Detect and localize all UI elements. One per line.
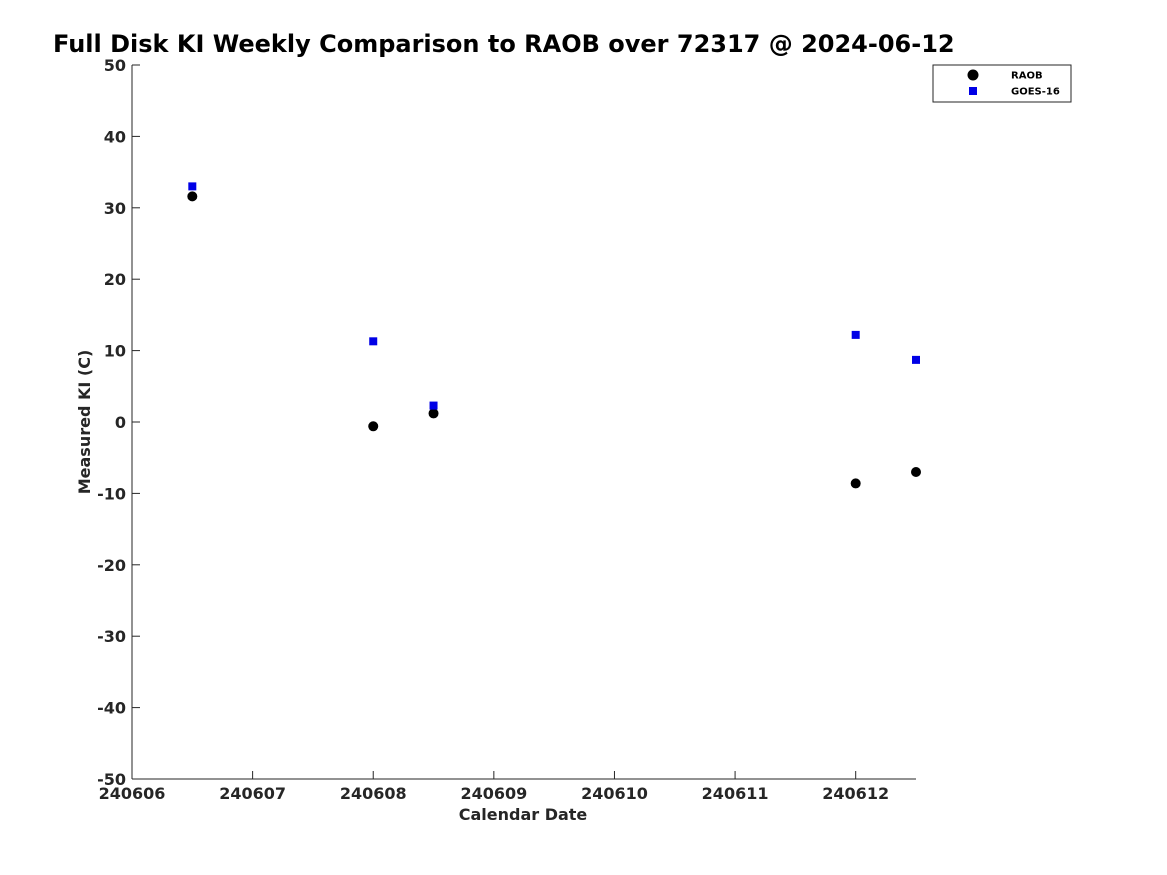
raob-point bbox=[368, 421, 379, 432]
goes-16-point bbox=[429, 401, 438, 410]
goes-16-point bbox=[188, 182, 197, 191]
goes-16-point bbox=[369, 337, 378, 346]
x-tick-label: 240608 bbox=[340, 784, 407, 803]
y-tick-label: 40 bbox=[104, 127, 126, 146]
y-tick-label: -40 bbox=[97, 699, 126, 718]
y-tick-label: -30 bbox=[97, 627, 126, 646]
y-tick-label: -10 bbox=[97, 484, 126, 503]
y-tick-label: -50 bbox=[97, 770, 126, 789]
goes-16-point bbox=[912, 355, 920, 364]
x-tick-label: 240607 bbox=[219, 784, 286, 803]
x-axis-label: Calendar Date bbox=[459, 805, 588, 824]
legend-raob-marker bbox=[967, 69, 979, 81]
legend-raob-label: RAOB bbox=[1011, 71, 1043, 82]
x-tick-label: 240612 bbox=[822, 784, 889, 803]
data-points bbox=[187, 182, 921, 489]
raob-point bbox=[187, 191, 198, 202]
x-tick-label: 240606 bbox=[99, 784, 166, 803]
legend: RAOB GOES-16 bbox=[932, 64, 1072, 103]
y-tick-label: 30 bbox=[104, 199, 126, 218]
y-axis-label: Measured KI (C) bbox=[75, 350, 94, 495]
plot-axes bbox=[131, 65, 916, 780]
y-tick-label: 50 bbox=[104, 56, 126, 75]
x-tick-label: 240611 bbox=[702, 784, 769, 803]
y-tick-label: 10 bbox=[104, 342, 126, 361]
legend-goes-16-marker bbox=[969, 87, 977, 95]
x-tick-label: 240609 bbox=[460, 784, 527, 803]
y-axis-ticks: -50 -40 -30 -20 -10 0 10 20 30 40 50 bbox=[97, 56, 140, 789]
raob-point bbox=[911, 466, 921, 477]
y-tick-label: 20 bbox=[104, 270, 126, 289]
raob-point bbox=[850, 478, 861, 489]
goes-16-point bbox=[851, 330, 860, 339]
raob-point bbox=[428, 408, 439, 419]
x-axis-ticks: 240606 240607 240608 240609 240610 240611 2406… bbox=[99, 771, 889, 803]
chart-title: Full Disk KI Weekly Comparison to RAOB o… bbox=[53, 30, 955, 58]
y-tick-label: 0 bbox=[115, 413, 126, 432]
legend-goes-16-label: GOES-16 bbox=[1011, 87, 1060, 98]
y-tick-label: -20 bbox=[97, 556, 126, 575]
x-tick-label: 240610 bbox=[581, 784, 648, 803]
legend-box bbox=[932, 64, 1072, 103]
